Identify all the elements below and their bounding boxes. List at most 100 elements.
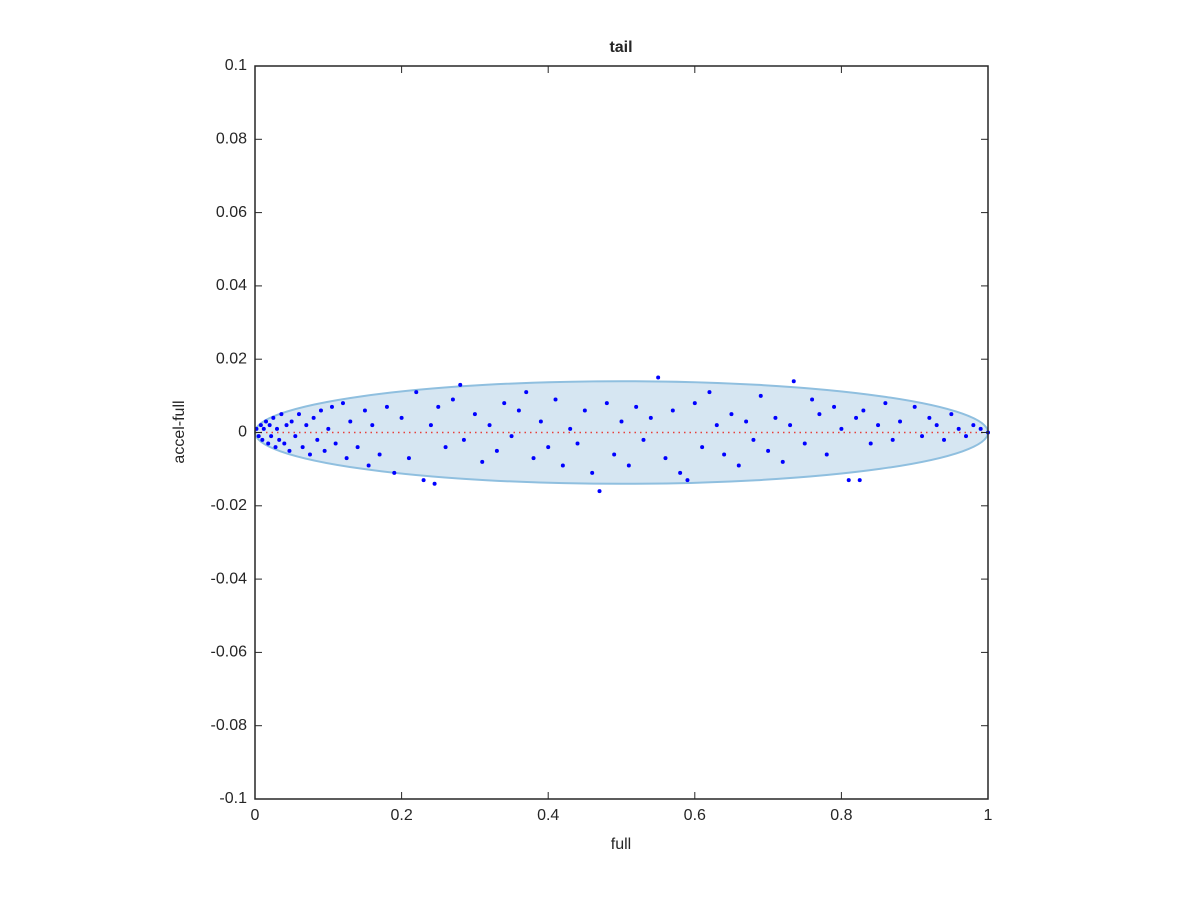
point [832, 404, 837, 409]
point [531, 456, 536, 461]
point [707, 390, 712, 395]
point [538, 419, 543, 424]
point [355, 445, 360, 450]
point [277, 437, 282, 442]
point [876, 423, 881, 428]
point [344, 456, 349, 461]
point [421, 478, 426, 483]
point [722, 452, 727, 457]
point [296, 412, 301, 417]
y-tick-label: -0.08 [211, 717, 248, 734]
point [824, 452, 829, 457]
point [861, 408, 866, 413]
y-axis-label: accel-full [171, 400, 188, 463]
x-axis-label: full [611, 836, 631, 853]
point [927, 415, 932, 420]
x-tick-label: 0 [251, 807, 260, 824]
point [524, 390, 529, 395]
y-tick-label: -0.06 [211, 644, 248, 661]
point [461, 437, 466, 442]
point [883, 401, 888, 406]
point [898, 419, 903, 424]
point [494, 448, 499, 453]
point [304, 423, 309, 428]
x-tick-label: 1 [984, 807, 993, 824]
point [414, 390, 419, 395]
confidence-ellipse [254, 380, 989, 485]
point [377, 452, 382, 457]
point [700, 445, 705, 450]
point [641, 437, 646, 442]
point [714, 423, 719, 428]
point [443, 445, 448, 450]
point [634, 404, 639, 409]
point [670, 408, 675, 413]
point [472, 412, 477, 417]
point [256, 434, 261, 439]
x-tick-label: 0.4 [537, 807, 559, 824]
point [261, 426, 266, 431]
point [487, 423, 492, 428]
point [260, 437, 265, 442]
point [329, 404, 334, 409]
point [582, 408, 587, 413]
point [450, 397, 455, 402]
point [685, 478, 690, 483]
point [568, 426, 573, 431]
point [692, 401, 697, 406]
point [502, 401, 507, 406]
point [333, 441, 338, 446]
point [436, 404, 441, 409]
point [890, 437, 895, 442]
point [553, 397, 558, 402]
point [780, 459, 785, 464]
point [744, 419, 749, 424]
point [315, 437, 320, 442]
y-tick-label: 0.06 [216, 204, 247, 221]
y-tick-label: 0.02 [216, 350, 247, 367]
point [406, 456, 411, 461]
point [810, 397, 815, 402]
point [509, 434, 514, 439]
point [590, 470, 595, 475]
point [318, 408, 323, 413]
point [766, 448, 771, 453]
point [340, 401, 345, 406]
point [758, 393, 763, 398]
point [868, 441, 873, 446]
point [546, 445, 551, 450]
point [282, 441, 287, 446]
point [289, 419, 294, 424]
point [736, 463, 741, 468]
point [817, 412, 822, 417]
point [604, 401, 609, 406]
point [384, 404, 389, 409]
point [392, 470, 397, 475]
point [791, 379, 796, 384]
point [273, 445, 278, 450]
y-tick-label: -0.04 [211, 570, 248, 587]
point [322, 448, 327, 453]
point [362, 408, 367, 413]
point [663, 456, 668, 461]
point [619, 419, 624, 424]
point [575, 441, 580, 446]
point [802, 441, 807, 446]
point [656, 375, 661, 380]
point [370, 423, 375, 428]
point [300, 445, 305, 450]
point [458, 382, 463, 387]
point [854, 415, 859, 420]
point [971, 423, 976, 428]
point [597, 489, 602, 494]
point [266, 441, 271, 446]
point [956, 426, 961, 431]
point [287, 448, 292, 453]
point [678, 470, 683, 475]
point [267, 423, 272, 428]
y-tick-label: 0.1 [225, 57, 247, 74]
point [920, 434, 925, 439]
point [516, 408, 521, 413]
point [311, 415, 316, 420]
